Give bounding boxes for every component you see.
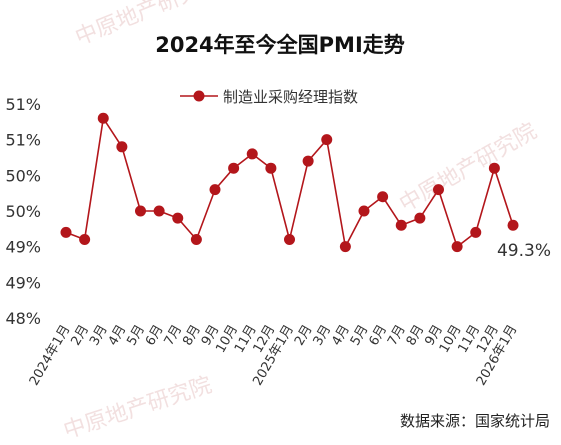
- series-line: [65, 117, 514, 248]
- x-tick-label: 2月: [292, 323, 316, 349]
- y-tick-label: 49%: [5, 273, 41, 292]
- legend-label: 制造业采购经理指数: [223, 88, 358, 106]
- x-tick-label: 7月: [385, 323, 409, 349]
- data-point: [116, 141, 128, 153]
- x-tick-label: 8月: [180, 323, 204, 349]
- x-tick-label: 2024年1月: [27, 323, 74, 389]
- legend: 制造业采购经理指数: [180, 88, 358, 106]
- data-point: [451, 241, 463, 253]
- data-point: [228, 162, 240, 174]
- data-point: [321, 134, 333, 146]
- data-point: [488, 162, 500, 174]
- data-point: [377, 191, 389, 203]
- y-tick-label: 50%: [5, 202, 41, 221]
- data-point: [79, 234, 91, 246]
- data-point: [339, 241, 351, 253]
- x-tick-label: 6月: [143, 323, 167, 349]
- y-tick-label: 51%: [5, 95, 41, 114]
- x-tick-label: 3月: [311, 323, 335, 349]
- data-point: [153, 205, 165, 217]
- data-point: [135, 205, 146, 217]
- x-tick-label: 3月: [87, 323, 111, 349]
- y-tick-label: 50%: [5, 166, 41, 185]
- x-tick-label: 5月: [124, 323, 148, 349]
- y-axis: 48% 49% 49% 50% 50% 51% 51%: [5, 95, 41, 328]
- data-point: [302, 155, 314, 167]
- data-point: [395, 219, 407, 231]
- data-point: [470, 226, 482, 238]
- last-value-label: 49.3%: [497, 241, 551, 261]
- x-tick-label: 6月: [366, 323, 390, 349]
- legend-marker: [193, 90, 205, 102]
- data-point: [246, 148, 258, 160]
- x-tick-label: 8月: [404, 323, 428, 349]
- x-tick-label: 7月: [162, 323, 186, 349]
- y-tick-label: 48%: [5, 309, 41, 328]
- data-point: [97, 112, 109, 124]
- data-point: [265, 162, 277, 174]
- x-tick-label: 4月: [106, 323, 130, 349]
- source-note: 数据来源：国家统计局: [400, 412, 550, 430]
- chart-title: 2024年至今全国PMI走势: [155, 33, 405, 57]
- x-tick-label: 5月: [348, 323, 372, 349]
- x-tick-label: 4月: [329, 323, 353, 349]
- x-axis: 2024年1月2月3月4月5月6月7月8月9月10月11月12月2025年1月2…: [27, 323, 521, 389]
- data-point: [284, 234, 295, 246]
- data-point: [358, 205, 370, 217]
- data-point: [414, 212, 426, 224]
- pmi-line-chart: 2024年至今全国PMI走势 制造业采购经理指数 48% 49% 49% 50% 50%…: [5, 33, 551, 430]
- data-point: [172, 212, 184, 224]
- data-point: [190, 234, 202, 246]
- y-tick-label: 49%: [5, 238, 41, 257]
- data-point: [507, 219, 519, 231]
- data-point: [209, 184, 221, 196]
- plot-area: [60, 112, 519, 253]
- y-tick-label: 51%: [5, 131, 41, 150]
- data-point: [433, 184, 444, 196]
- x-tick-label: 2月: [68, 323, 92, 349]
- data-point: [60, 226, 72, 238]
